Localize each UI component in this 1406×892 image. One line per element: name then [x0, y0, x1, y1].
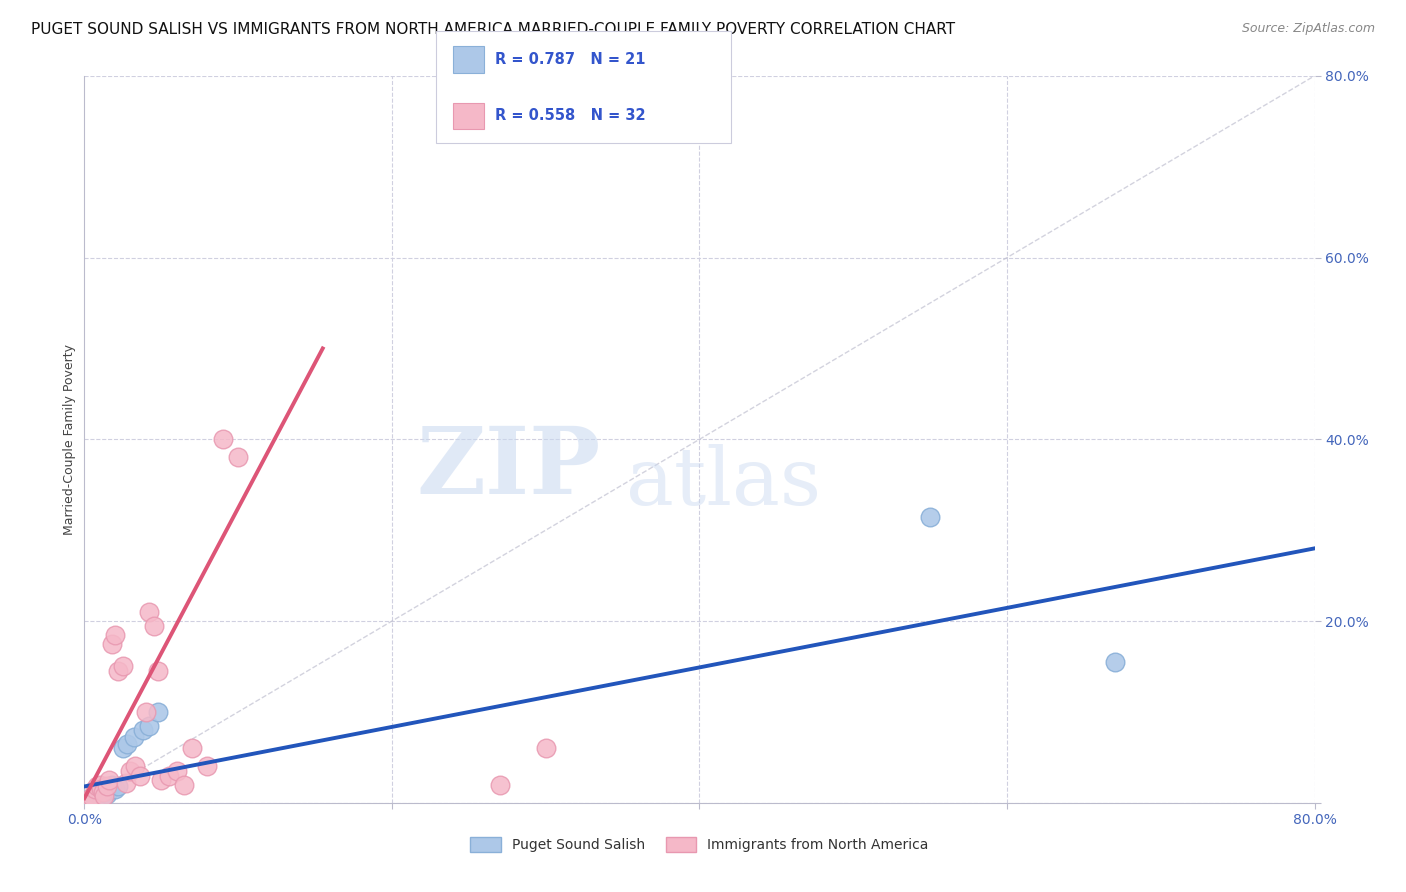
- Point: [93, 785, 115, 799]
- Point: [120, 764, 142, 778]
- Point: [122, 731, 145, 745]
- Point: [98, 773, 120, 788]
- Point: [80, 790, 103, 805]
- Point: [101, 778, 124, 792]
- Point: [89, 787, 111, 801]
- Point: [98, 783, 120, 797]
- Text: R = 0.558   N = 32: R = 0.558 N = 32: [495, 109, 645, 123]
- Legend: Puget Sound Salish, Immigrants from North America: Puget Sound Salish, Immigrants from Nort…: [464, 831, 935, 857]
- Point: [104, 782, 127, 797]
- Point: [96, 787, 118, 801]
- Point: [181, 741, 204, 756]
- Point: [86, 787, 108, 801]
- Point: [107, 780, 129, 794]
- Point: [101, 637, 124, 651]
- Point: [83, 789, 105, 803]
- Point: [124, 759, 146, 773]
- Point: [135, 705, 157, 719]
- Point: [84, 782, 107, 797]
- Point: [107, 664, 129, 678]
- Point: [90, 790, 112, 805]
- Point: [91, 785, 114, 799]
- Point: [142, 618, 165, 632]
- Text: R = 0.787   N = 21: R = 0.787 N = 21: [495, 53, 645, 67]
- Text: atlas: atlas: [626, 444, 821, 522]
- Point: [1104, 655, 1126, 669]
- Point: [80, 790, 103, 805]
- Point: [166, 764, 188, 778]
- Point: [148, 705, 170, 719]
- Y-axis label: Married-Couple Family Poverty: Married-Couple Family Poverty: [63, 343, 76, 535]
- Point: [96, 780, 118, 794]
- Point: [148, 664, 170, 678]
- Text: PUGET SOUND SALISH VS IMMIGRANTS FROM NORTH AMERICA MARRIED-COUPLE FAMILY POVERT: PUGET SOUND SALISH VS IMMIGRANTS FROM NO…: [31, 22, 955, 37]
- Text: Source: ZipAtlas.com: Source: ZipAtlas.com: [1241, 22, 1375, 36]
- Point: [173, 778, 195, 792]
- Point: [104, 628, 127, 642]
- Point: [226, 450, 249, 465]
- Point: [89, 778, 111, 792]
- Point: [111, 741, 134, 756]
- Point: [150, 773, 173, 788]
- Point: [197, 759, 219, 773]
- Point: [211, 432, 233, 446]
- Point: [157, 768, 180, 782]
- Text: ZIP: ZIP: [416, 424, 602, 514]
- Point: [138, 718, 160, 732]
- Point: [117, 737, 139, 751]
- Point: [77, 792, 100, 806]
- Point: [115, 776, 138, 790]
- Point: [93, 789, 115, 803]
- Point: [91, 789, 114, 803]
- Point: [920, 509, 942, 524]
- Point: [138, 605, 160, 619]
- Point: [111, 659, 134, 673]
- Point: [488, 778, 510, 792]
- Point: [128, 768, 150, 782]
- Point: [86, 780, 108, 794]
- Point: [77, 792, 100, 806]
- Point: [132, 723, 155, 737]
- Point: [534, 741, 557, 756]
- Point: [90, 782, 112, 797]
